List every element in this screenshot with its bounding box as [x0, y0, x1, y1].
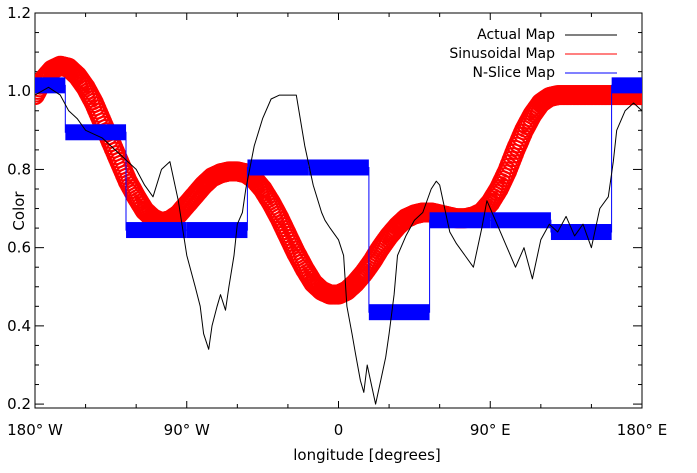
series-sinusoidal-map [35, 55, 642, 305]
x-tick-label: 180° E [617, 421, 667, 439]
y-tick-label: 0.6 [7, 239, 31, 257]
n-slice-bar [247, 159, 309, 176]
legend-label: N-Slice Map [473, 65, 556, 81]
series-n-slice-map [35, 77, 642, 321]
n-slice-bar [550, 224, 612, 241]
y-tick-label: 0.2 [7, 395, 31, 413]
y-tick-label: 0.8 [7, 160, 31, 178]
x-tick-label: 0 [334, 421, 344, 439]
n-slice-bar [126, 222, 187, 239]
y-axis-ticks: 0.2 0.4 0.6 0.8 1.0 1.2 [7, 4, 642, 413]
y-tick-label: 1.2 [7, 4, 31, 22]
y-tick-label: 1.0 [7, 82, 31, 100]
n-slice-bar [368, 304, 430, 321]
plot-area [35, 55, 642, 405]
legend-label: Actual Map [477, 27, 555, 43]
series-actual-map [35, 86, 642, 405]
x-axis-label: longitude [degrees] [293, 446, 441, 464]
n-slice-bar [611, 77, 642, 94]
y-tick-label: 0.4 [7, 317, 31, 335]
n-slice-bar [35, 77, 66, 94]
actual-map-line [35, 86, 642, 405]
n-slice-bar [308, 159, 369, 176]
x-axis-ticks: 180° W 90° W 0 90° E 180° E [7, 13, 667, 439]
x-tick-label: 90° W [164, 421, 210, 439]
y-axis-label: Color [10, 191, 28, 231]
sinusoidal-point [632, 85, 642, 106]
legend-label: Sinusoidal Map [449, 46, 555, 62]
n-slice-bar [490, 212, 551, 229]
x-tick-label: 90° E [470, 421, 511, 439]
x-tick-label: 180° W [7, 421, 63, 439]
n-slice-bar [186, 222, 248, 239]
n-slice-outline [35, 84, 642, 313]
legend: Actual Map Sinusoidal Map N-Slice Map [449, 27, 617, 81]
n-slice-bar [65, 124, 127, 141]
n-slice-bar [429, 212, 491, 229]
